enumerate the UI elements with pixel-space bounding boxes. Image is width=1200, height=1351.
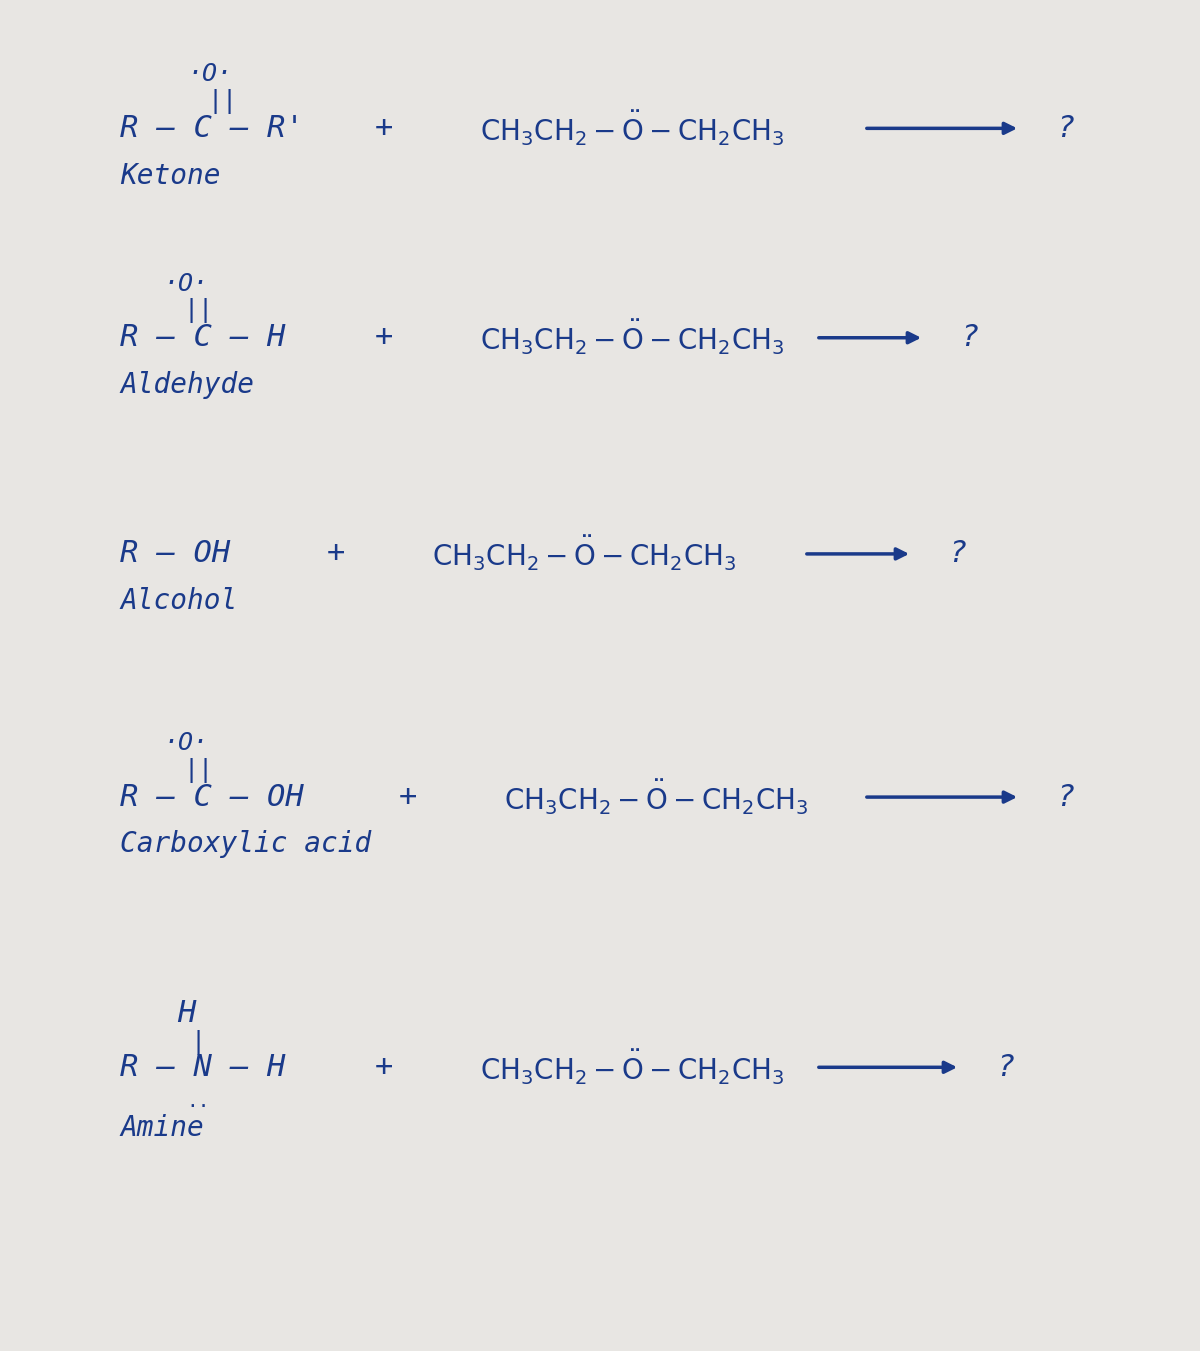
Text: R – OH: R – OH bbox=[120, 539, 230, 569]
Text: R – N – H: R – N – H bbox=[120, 1052, 286, 1082]
Text: Amine: Amine bbox=[120, 1115, 204, 1142]
Text: ·O·: ·O· bbox=[187, 62, 233, 86]
Text: ?: ? bbox=[1056, 113, 1074, 143]
Text: R – C – H: R – C – H bbox=[120, 323, 286, 353]
Text: $\mathregular{CH_3CH_2-\ddot{O}-CH_2CH_3}$: $\mathregular{CH_3CH_2-\ddot{O}-CH_2CH_3… bbox=[480, 319, 785, 357]
Text: $\mathregular{CH_3CH_2-\ddot{O}-CH_2CH_3}$: $\mathregular{CH_3CH_2-\ddot{O}-CH_2CH_3… bbox=[504, 778, 809, 816]
Text: $\mathregular{CH_3CH_2-\ddot{O}-CH_2CH_3}$: $\mathregular{CH_3CH_2-\ddot{O}-CH_2CH_3… bbox=[480, 109, 785, 147]
Text: ?: ? bbox=[996, 1052, 1014, 1082]
Text: ?: ? bbox=[1056, 782, 1074, 812]
Text: R – C – OH: R – C – OH bbox=[120, 782, 304, 812]
Text: +: + bbox=[374, 113, 394, 143]
Text: $\mathregular{CH_3CH_2-\ddot{O}-CH_2CH_3}$: $\mathregular{CH_3CH_2-\ddot{O}-CH_2CH_3… bbox=[432, 535, 737, 573]
Text: ..: .. bbox=[186, 1092, 210, 1111]
Text: |: | bbox=[191, 1031, 205, 1055]
Text: ·O·: ·O· bbox=[163, 272, 209, 296]
Text: ?: ? bbox=[948, 539, 966, 569]
Text: $\mathregular{CH_3CH_2-\ddot{O}-CH_2CH_3}$: $\mathregular{CH_3CH_2-\ddot{O}-CH_2CH_3… bbox=[480, 1048, 785, 1086]
Text: Ketone: Ketone bbox=[120, 162, 221, 189]
Text: H: H bbox=[176, 998, 196, 1028]
Text: ||: || bbox=[208, 89, 238, 113]
Text: Alcohol: Alcohol bbox=[120, 588, 238, 615]
Text: ||: || bbox=[182, 299, 214, 323]
Text: Carboxylic acid: Carboxylic acid bbox=[120, 831, 371, 858]
Text: ·O·: ·O· bbox=[163, 731, 209, 755]
Text: +: + bbox=[326, 539, 346, 569]
Text: ||: || bbox=[182, 758, 214, 782]
Text: +: + bbox=[398, 782, 418, 812]
Text: +: + bbox=[374, 1052, 394, 1082]
Text: Aldehyde: Aldehyde bbox=[120, 372, 254, 399]
Text: ?: ? bbox=[960, 323, 978, 353]
Text: R – C – R': R – C – R' bbox=[120, 113, 304, 143]
Text: +: + bbox=[374, 323, 394, 353]
